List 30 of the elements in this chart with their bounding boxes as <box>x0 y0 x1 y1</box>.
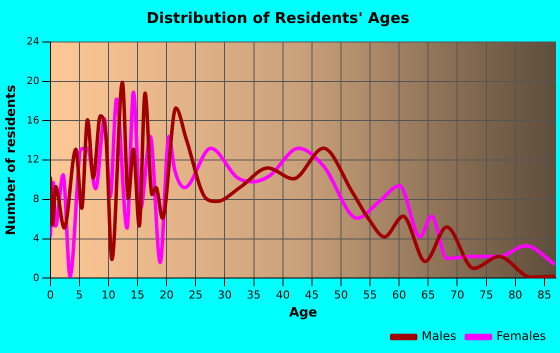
x-tick-label: 10 <box>101 288 116 302</box>
y-tick-label: 20 <box>26 76 40 87</box>
x-tick-label: 50 <box>334 288 348 302</box>
x-tick-label: 65 <box>421 288 436 302</box>
x-tick-label: 5 <box>76 288 83 302</box>
y-tick-label: 12 <box>26 154 40 166</box>
x-tick-label: 0 <box>46 288 54 302</box>
x-tick-label: 75 <box>479 288 494 302</box>
x-tick-label: 35 <box>246 288 261 302</box>
y-axis-title: Number of residents <box>4 84 20 236</box>
y-tick-label: 16 <box>26 115 40 126</box>
x-tick-label: 20 <box>160 288 174 302</box>
x-tick-label: 55 <box>363 288 378 302</box>
x-tick-label: 80 <box>508 288 522 302</box>
x-tick-label: 85 <box>537 288 552 302</box>
y-tick-label: 4 <box>32 233 40 244</box>
x-tick-label: 70 <box>450 288 464 302</box>
x-axis-title: Age <box>289 306 318 321</box>
y-tick-label: 0 <box>32 272 40 284</box>
x-tick-label: 25 <box>188 288 203 302</box>
x-tick-label: 60 <box>392 288 406 302</box>
y-tick-label: 8 <box>32 194 40 206</box>
x-tick-label: 40 <box>276 288 290 302</box>
chart-title: Distribution of Residents' Ages <box>146 8 410 27</box>
legend-label: Females <box>496 329 546 344</box>
y-tick-label: 24 <box>26 36 40 48</box>
x-tick-label: 15 <box>130 288 145 302</box>
x-tick-label: 45 <box>304 288 319 302</box>
legend-label: Males <box>422 329 456 344</box>
x-tick-label: 30 <box>218 288 232 302</box>
